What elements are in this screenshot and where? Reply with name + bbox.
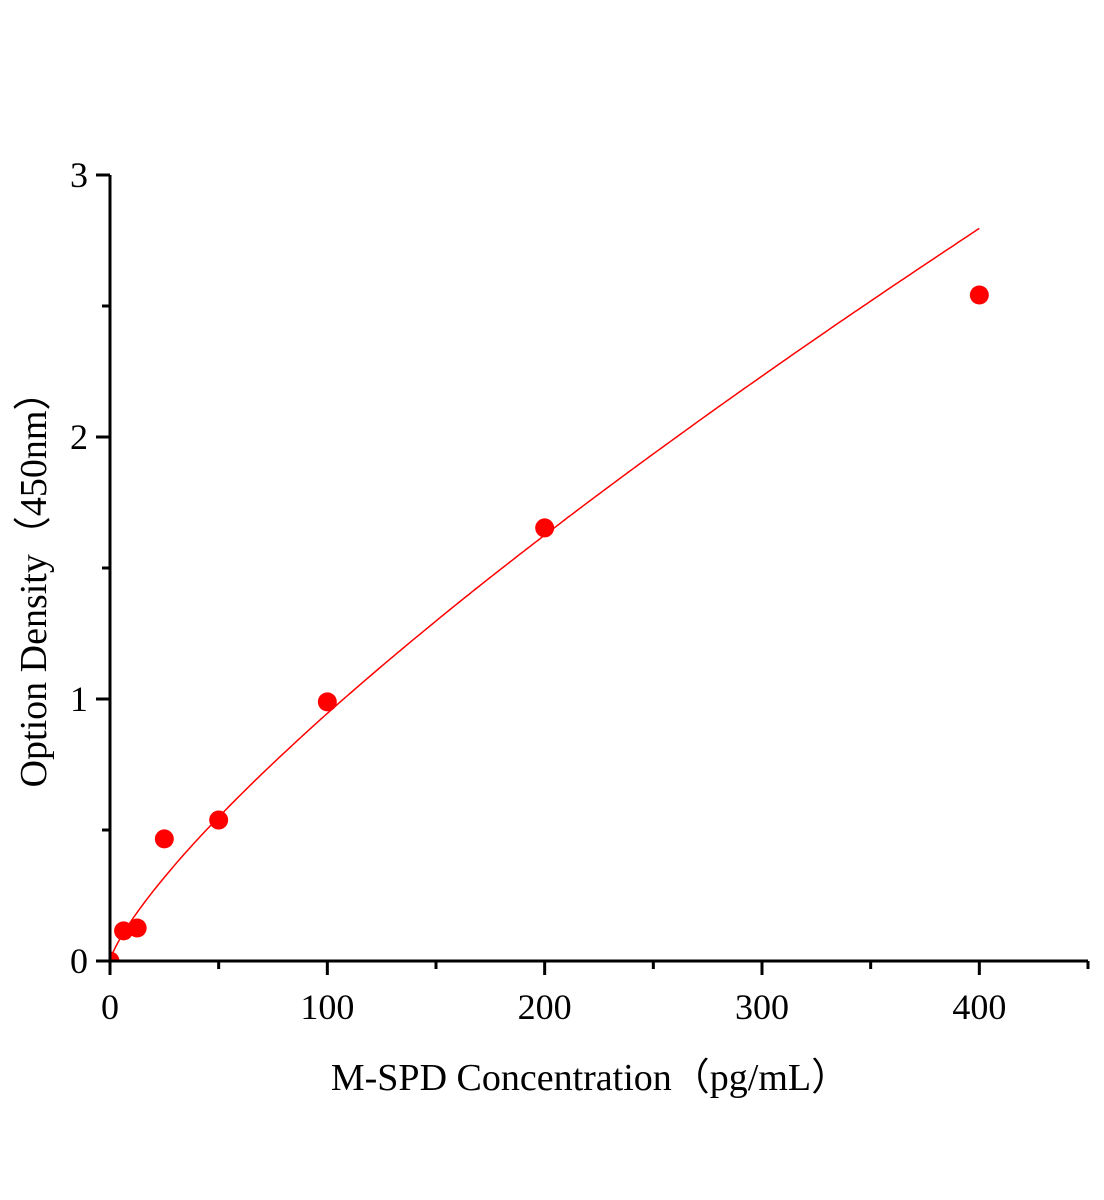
- x-tick-label: 100: [300, 987, 354, 1027]
- fit-curve: [110, 227, 980, 961]
- y-tick-label: 2: [70, 417, 88, 457]
- data-point: [535, 518, 555, 538]
- y-tick-label: 0: [70, 941, 88, 981]
- x-tick-label: 400: [952, 987, 1006, 1027]
- y-tick-label: 1: [70, 679, 88, 719]
- x-axis-label: M-SPD Concentration（pg/mL）: [331, 1057, 849, 1099]
- data-point: [317, 692, 337, 712]
- x-tick-label: 200: [518, 987, 572, 1027]
- data-point: [127, 918, 147, 938]
- y-tick-label: 3: [70, 155, 88, 195]
- x-tick-label: 0: [101, 987, 119, 1027]
- data-point: [969, 285, 989, 305]
- y-axis-label: Option Density（450nm）: [13, 373, 55, 788]
- data-point: [110, 951, 120, 961]
- x-tick-label: 300: [735, 987, 789, 1027]
- data-point: [154, 829, 174, 849]
- data-point: [209, 810, 229, 830]
